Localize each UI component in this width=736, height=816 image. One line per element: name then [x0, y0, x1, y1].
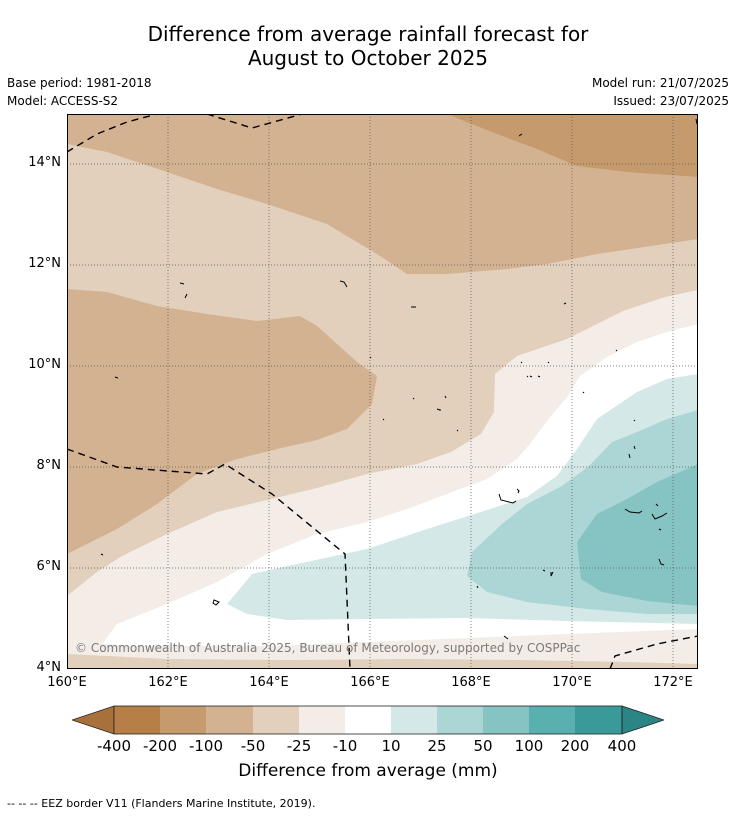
- colorbar-svg: [70, 705, 666, 735]
- lon-label-172: 172°E: [653, 675, 693, 690]
- colorbar-label-200: 200: [560, 737, 590, 755]
- lat-label-6: 6°N: [36, 559, 62, 574]
- band-minus-50-to-100-north: [67, 114, 698, 274]
- colorbar-label-minus-400: -400: [96, 737, 132, 755]
- colorbar-swatch-5: [299, 706, 345, 734]
- lat-label-14: 14°N: [28, 155, 61, 170]
- colorbar-label-400: 400: [607, 737, 637, 755]
- lat-label-8: 8°N: [36, 458, 62, 473]
- colorbar-swatch-1: [114, 706, 160, 734]
- colorbar-swatch-7: [391, 706, 437, 734]
- colorbar-swatch-10: [529, 706, 575, 734]
- colorbar-extend-high: [621, 705, 666, 735]
- colorbar: [70, 704, 666, 736]
- colorbar-swatch-11: [575, 706, 622, 734]
- lat-label-12: 12°N: [28, 256, 61, 271]
- lon-label-164: 164°E: [249, 675, 289, 690]
- lat-label-10: 10°N: [28, 357, 61, 372]
- colorbar-swatch-2: [160, 706, 206, 734]
- title-line-2: August to October 2025: [247, 46, 489, 70]
- map-svg: [67, 114, 698, 669]
- title-line-1: Difference from average rainfall forecas…: [147, 22, 589, 46]
- islands: [100, 118, 698, 640]
- colorbar-label-50: 50: [473, 737, 493, 755]
- graticule: [67, 114, 698, 669]
- colorbar-swatch-9: [483, 706, 529, 734]
- colorbar-swatch-6: [345, 706, 391, 734]
- colorbar-title: Difference from average (mm): [238, 761, 498, 781]
- colorbar-label-minus-25: -25: [286, 737, 312, 755]
- issued-date: Issued: 23/07/2025: [613, 94, 729, 108]
- meta-right: Model run: 21/07/2025 Issued: 23/07/2025: [592, 74, 729, 110]
- band-50-to-100: [577, 464, 698, 606]
- copyright-notice: © Commonwealth of Australia 2025, Bureau…: [75, 641, 581, 655]
- map-frame: [67, 114, 698, 669]
- colorbar-label-minus-100: -100: [188, 737, 224, 755]
- lon-label-162: 162°E: [148, 675, 188, 690]
- lon-label-168: 168°E: [451, 675, 491, 690]
- lon-label-160: 160°E: [47, 675, 87, 690]
- chart-title: Difference from average rainfall forecas…: [0, 22, 736, 70]
- eez-legend: -- -- -- EEZ border V11 (Flanders Marine…: [7, 797, 316, 810]
- lon-label-170: 170°E: [552, 675, 592, 690]
- colorbar-label-100: 100: [514, 737, 544, 755]
- rainfall-map[interactable]: [67, 114, 698, 669]
- colorbar-label-25: 25: [427, 737, 447, 755]
- colorbar-outline: [113, 705, 623, 735]
- model-name: Model: ACCESS-S2: [7, 94, 119, 108]
- colorbar-label-minus-50: -50: [240, 737, 266, 755]
- model-run: Model run: 21/07/2025: [591, 76, 729, 90]
- band-minus-25-to-50-south: [67, 654, 698, 669]
- colorbar-label-10: 10: [381, 737, 401, 755]
- meta-left: Base period: 1981-2018 Model: ACCESS-S2: [7, 74, 152, 110]
- colorbar-label-minus-10: -10: [332, 737, 358, 755]
- lat-label-4: 4°N: [36, 660, 62, 675]
- colorbar-swatch-3: [206, 706, 253, 734]
- base-period: Base period: 1981-2018: [7, 76, 152, 90]
- lon-label-166: 166°E: [350, 675, 390, 690]
- eez-borders: [67, 114, 698, 669]
- colorbar-label-minus-200: -200: [142, 737, 178, 755]
- colorbar-swatch-8: [437, 706, 483, 734]
- band-minus-100-to-200: [447, 114, 698, 177]
- band-minus-50-to-100-west: [67, 289, 377, 554]
- colorbar-swatch-4: [253, 706, 299, 734]
- colorbar-extend-low: [70, 705, 115, 735]
